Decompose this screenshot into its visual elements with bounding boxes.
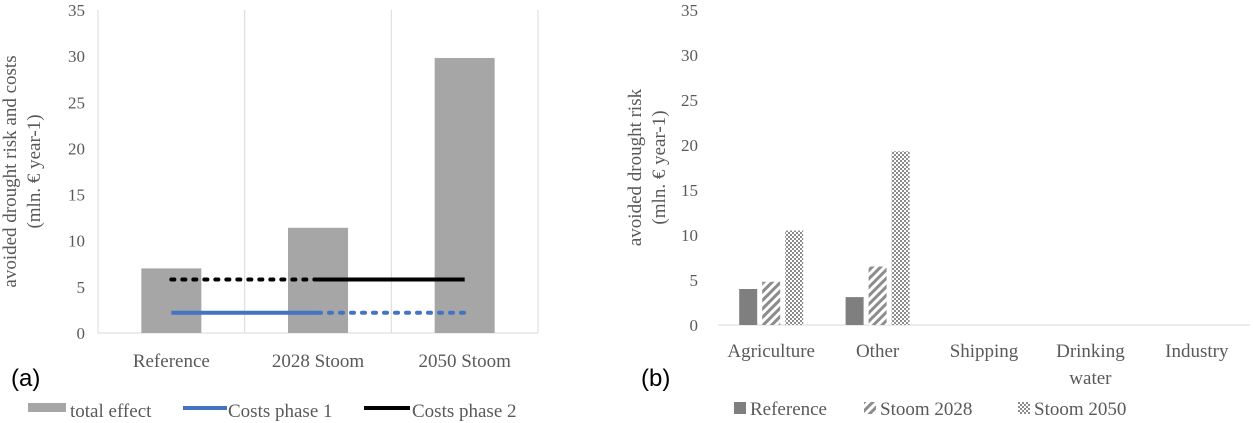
y-tick-label: 5: [690, 271, 699, 290]
x-category-label: water: [1069, 368, 1112, 389]
y-tick-label: 25: [68, 93, 85, 112]
x-category-label: 2050 Stoom: [418, 351, 511, 372]
legend-label: Costs phase 2: [412, 401, 517, 422]
legend-label: total effect: [70, 401, 152, 422]
panel-label: (a): [11, 365, 40, 392]
y-axis-label: (mln. € year-1): [24, 114, 45, 228]
bar-total-effect: [434, 57, 495, 333]
y-axis-label: avoided drought risk: [625, 88, 646, 246]
y-axis-label: (mln. € year-1): [649, 110, 670, 224]
legend-label: Stoom 2050: [1034, 399, 1126, 420]
y-tick-label: 10: [681, 226, 698, 245]
x-category-label: Industry: [1165, 341, 1229, 362]
legend-label: Costs phase 1: [228, 401, 333, 422]
bar-diagonal: [868, 266, 887, 325]
y-tick-label: 30: [68, 47, 85, 66]
legend-swatch: [28, 403, 66, 412]
bar-crosshatch: [891, 151, 910, 325]
y-tick-label: 15: [681, 181, 698, 200]
x-category-label: Shipping: [950, 341, 1019, 362]
bar-solid: [845, 297, 864, 325]
x-category-label: Drinking: [1056, 341, 1125, 362]
bar-solid: [739, 289, 758, 325]
y-tick-label: 10: [68, 232, 85, 251]
y-tick-label: 25: [681, 91, 698, 110]
y-tick-label: 15: [68, 186, 85, 205]
y-axis-label: avoided drought risk and costs: [0, 55, 21, 287]
chart-panel-a: 0 5 10 15 20 25 30 35 Reference 2028 Stoom 2050 St…: [0, 1, 539, 422]
legend-label: Stoom 2028: [880, 399, 972, 420]
chart-panel-b: 0 5 10 15 20 25 30 35 Agriculture Other Shipping Dr…: [625, 1, 1250, 420]
y-tick-label: 0: [690, 316, 699, 335]
x-category-label: Agriculture: [727, 341, 815, 362]
bar-crosshatch: [785, 230, 804, 325]
x-category-label: Reference: [133, 351, 210, 372]
x-category-label: Other: [856, 341, 900, 362]
x-category-label: 2028 Stoom: [272, 351, 365, 372]
legend-swatch: [864, 402, 876, 414]
panel-label: (b): [641, 365, 670, 392]
legend-swatch: [1018, 402, 1030, 414]
legend-label: Reference: [750, 399, 827, 420]
y-tick-label: 20: [68, 139, 85, 158]
legend-swatch: [734, 402, 746, 414]
y-tick-label: 30: [681, 46, 698, 65]
y-tick-label: 20: [681, 136, 698, 155]
y-tick-label: 0: [77, 324, 86, 343]
bar-diagonal: [762, 281, 781, 325]
y-tick-label: 35: [681, 1, 698, 20]
y-tick-label: 5: [77, 278, 86, 297]
y-tick-label: 35: [68, 1, 85, 20]
